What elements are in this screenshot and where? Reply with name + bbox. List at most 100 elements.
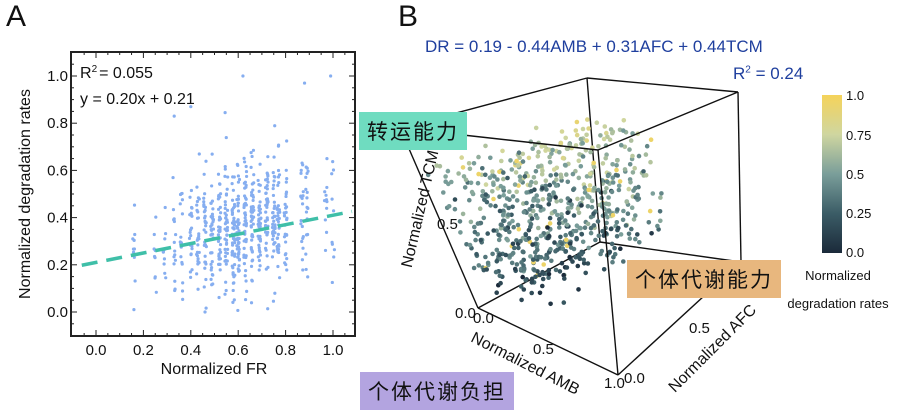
- scatter-point: [210, 260, 214, 264]
- panel-letter-a: A: [6, 0, 27, 33]
- scatter-point-3d: [595, 219, 601, 224]
- scatter-point-3d: [460, 211, 466, 217]
- scatter-point-3d: [541, 271, 546, 277]
- scatter-point-3d: [540, 168, 545, 173]
- scatter-point: [217, 254, 221, 258]
- scatter-point-3d: [547, 215, 553, 221]
- scatter-point-3d: [624, 199, 630, 205]
- scatter-point: [277, 216, 281, 221]
- scatter-point: [284, 206, 288, 210]
- scatter-point-3d: [584, 132, 589, 138]
- scatter-point: [204, 306, 208, 310]
- scatter-point-3d: [506, 205, 512, 211]
- scatter-point-3d: [586, 126, 591, 131]
- scatter-point-3d: [510, 194, 516, 199]
- scatter-point-3d: [452, 206, 458, 212]
- scatter-point-3d: [533, 169, 539, 174]
- scatter-point-3d: [530, 146, 535, 151]
- scatter-point-3d: [547, 197, 552, 203]
- scatter-point-3d: [505, 175, 510, 181]
- scatter-point: [216, 172, 221, 176]
- scatter-point: [236, 201, 240, 205]
- scatter-point: [272, 206, 276, 211]
- scatter-point: [218, 182, 222, 186]
- scatter-point-3d: [616, 183, 622, 189]
- scatter-point-3d: [617, 179, 623, 184]
- scatter-point-3d: [568, 245, 574, 250]
- scatter-point: [325, 206, 329, 210]
- x-tick-05: 0.5: [533, 341, 554, 358]
- scatter-point-3d: [547, 159, 553, 165]
- scatter-point: [188, 195, 192, 199]
- scatter-point: [204, 245, 208, 249]
- scatter-point: [173, 287, 177, 291]
- scatter-point: [224, 213, 228, 217]
- scatter-point: [301, 163, 305, 167]
- x-tick-label: 0.6: [228, 342, 249, 359]
- scatter-point-3d: [558, 140, 564, 146]
- scatter-point-3d: [446, 204, 452, 209]
- scatter-point: [277, 250, 281, 255]
- scatter-point: [173, 279, 177, 283]
- scatter-point: [223, 206, 227, 211]
- scatter-point-3d: [478, 237, 484, 243]
- scatter-point-3d: [643, 152, 649, 157]
- scatter-point-3d: [533, 180, 539, 185]
- scatter-point-3d: [565, 196, 571, 201]
- scatter-point-3d: [553, 248, 558, 254]
- scatter-point: [226, 175, 230, 179]
- scatter-point-3d: [554, 199, 559, 204]
- scatter-point: [265, 233, 269, 237]
- scatter-point: [178, 202, 182, 206]
- scatter-point: [172, 262, 176, 266]
- scatter-point-3d: [521, 267, 527, 272]
- y-tick-0: 0.0: [624, 370, 645, 387]
- scatter-point: [202, 204, 206, 209]
- scatter-point-3d: [580, 140, 585, 146]
- scatter-point-3d: [558, 234, 563, 240]
- scatter-point-3d: [539, 144, 544, 149]
- scatter-point: [276, 214, 280, 218]
- scatter-point: [323, 248, 328, 253]
- scatter-point: [230, 212, 234, 216]
- scatter-point: [188, 270, 193, 274]
- scatter-point: [236, 209, 241, 213]
- scatter-point-3d: [601, 136, 607, 142]
- scatter-point: [252, 208, 256, 212]
- scatter-point-3d: [521, 287, 527, 292]
- scatter-point-3d: [538, 254, 544, 260]
- scatter-point-3d: [573, 143, 579, 148]
- scatter-point: [181, 281, 185, 285]
- scatter-point: [163, 271, 167, 275]
- scatter-point-3d: [476, 171, 481, 177]
- scatter-point: [204, 277, 208, 282]
- tag-metabolic-burden: 个体代谢负担: [360, 372, 514, 410]
- scatter-point-3d: [598, 133, 603, 138]
- scatter-point-3d: [540, 276, 546, 282]
- scatter-point: [249, 165, 253, 170]
- scatter-point-3d: [612, 245, 617, 251]
- scatter-point: [189, 188, 194, 193]
- scatter-point-3d: [585, 204, 591, 209]
- scatter-point: [243, 297, 248, 302]
- scatter-point-3d: [534, 193, 539, 198]
- scatter-point-3d: [629, 205, 635, 210]
- x-tick-label: 0.2: [133, 342, 154, 359]
- scatter-point-3d: [518, 178, 523, 183]
- scatter-point-3d: [538, 233, 544, 239]
- scatter-point-3d: [507, 221, 512, 226]
- scatter-point: [306, 275, 310, 279]
- scatter-point-3d: [471, 265, 477, 271]
- scatter-point-3d: [553, 195, 558, 200]
- scatter-point: [235, 220, 240, 224]
- scatter-point: [210, 251, 214, 255]
- scatter-point: [181, 297, 185, 301]
- scatter-point: [203, 254, 207, 258]
- scatter-point-3d: [565, 179, 571, 185]
- box-edge: [597, 91, 739, 151]
- scatter-point: [209, 224, 213, 228]
- scatter-point: [218, 262, 222, 266]
- scatter-point-3d: [488, 203, 493, 208]
- scatter-point-3d: [627, 236, 633, 241]
